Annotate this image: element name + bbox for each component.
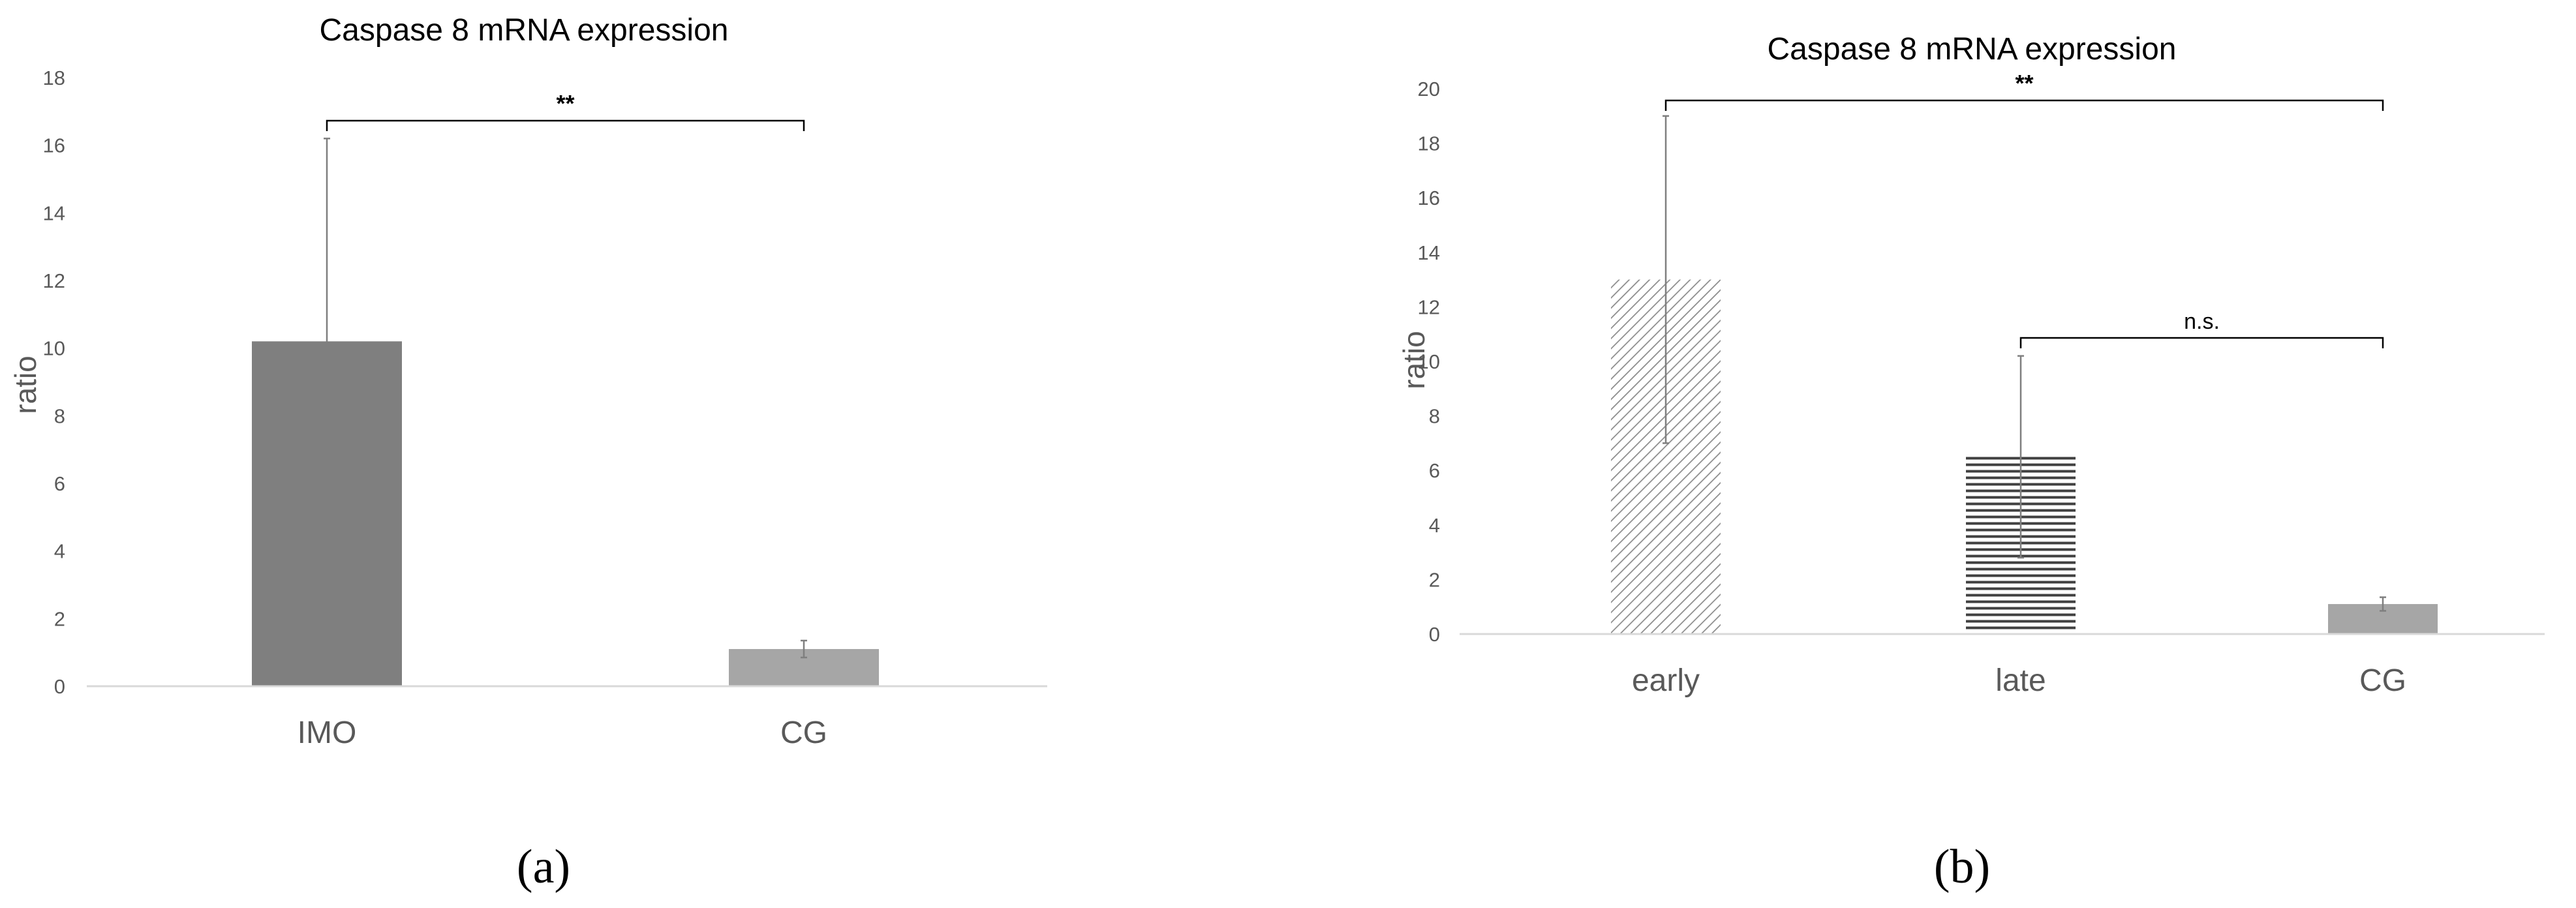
chart-a-panel-label: (a): [517, 840, 570, 894]
chart-b-category-label: late: [1995, 663, 2046, 698]
chart-b-y-tick-label: 4: [1429, 514, 1440, 537]
chart-b-bars: [1611, 279, 2438, 635]
chart-a-significance-label: **: [556, 90, 574, 117]
chart-b-y-tick-label: 12: [1418, 295, 1440, 318]
chart-b-y-tick-label: 14: [1418, 241, 1440, 264]
chart-a-title: Caspase 8 mRNA expression: [320, 13, 729, 48]
chart-a-y-tick-label: 2: [54, 607, 65, 630]
chart-a-category-label: CG: [780, 716, 827, 750]
chart-b-significance-label: **: [2015, 70, 2033, 97]
chart-b-y-tick-label: 8: [1429, 405, 1440, 428]
chart-b-y-tick-label: 0: [1429, 623, 1440, 646]
chart-a-y-tick-label: 6: [54, 472, 65, 495]
chart-b-significance-bracket: **: [1664, 70, 2384, 111]
chart-a-y-tick-label: 14: [43, 202, 65, 224]
chart-a-categories: IMO CG: [298, 716, 827, 750]
chart-b-title: Caspase 8 mRNA expression: [1768, 32, 2177, 67]
chart-a: Caspase 8 mRNA expression ratio 0 2 4 6 8 10 1…: [8, 13, 1047, 894]
chart-a-y-axis-label: ratio: [8, 356, 42, 414]
chart-b-y-tick-label: 16: [1418, 187, 1440, 209]
chart-b-y-axis-label: ratio: [1397, 331, 1431, 389]
chart-a-y-tick-label: 0: [54, 675, 65, 698]
chart-b-error-bar-early: [1663, 115, 1669, 444]
chart-b-y-tick-label: 10: [1418, 350, 1440, 373]
chart-b-y-tick-label: 2: [1429, 568, 1440, 591]
chart-b-categories: early late CG: [1632, 663, 2406, 698]
chart-b-y-tick-label: 18: [1418, 132, 1440, 155]
chart-a-bars: [252, 341, 879, 686]
chart-b-significance-label: n.s.: [2184, 309, 2220, 334]
chart-a-y-tick-label: 8: [54, 404, 65, 427]
chart-a-y-tick-label: 4: [54, 540, 65, 563]
chart-b-y-ticks: 0 2 4 6 8 10 12 14 16 18 20: [1418, 78, 1440, 646]
chart-a-significance: **: [326, 90, 805, 131]
chart-b-error-bar-late: [2017, 355, 2024, 559]
chart-a-y-tick-label: 12: [43, 269, 65, 292]
chart-a-y-tick-label: 10: [43, 337, 65, 360]
chart-a-y-tick-label: 16: [43, 134, 65, 157]
chart-b: Caspase 8 mRNA expression ratio 0 2 4 6 8 10 1…: [1397, 32, 2545, 894]
chart-a-y-tick-label: 18: [43, 67, 65, 89]
chart-b-significance-bracket: n.s.: [2019, 309, 2384, 348]
chart-b-panel-label: (b): [1934, 840, 1990, 894]
chart-b-significance: ** n.s.: [1664, 70, 2384, 348]
chart-a-error-bar-imo: [324, 138, 330, 545]
chart-b-category-label: early: [1632, 663, 1700, 698]
chart-b-category-label: CG: [2359, 663, 2406, 698]
chart-a-significance-bracket: **: [326, 90, 805, 131]
chart-a-category-label: IMO: [298, 716, 357, 750]
chart-b-error-bars: [1663, 115, 2386, 612]
chart-a-y-ticks: 0 2 4 6 8 10 12 14 16 18: [43, 67, 65, 698]
chart-a-error-bars: [324, 138, 807, 659]
chart-a-error-bar-cg: [801, 639, 807, 659]
chart-b-error-bar-cg: [2380, 596, 2386, 612]
chart-b-y-tick-label: 6: [1429, 459, 1440, 482]
chart-b-y-tick-label: 20: [1418, 78, 1440, 100]
